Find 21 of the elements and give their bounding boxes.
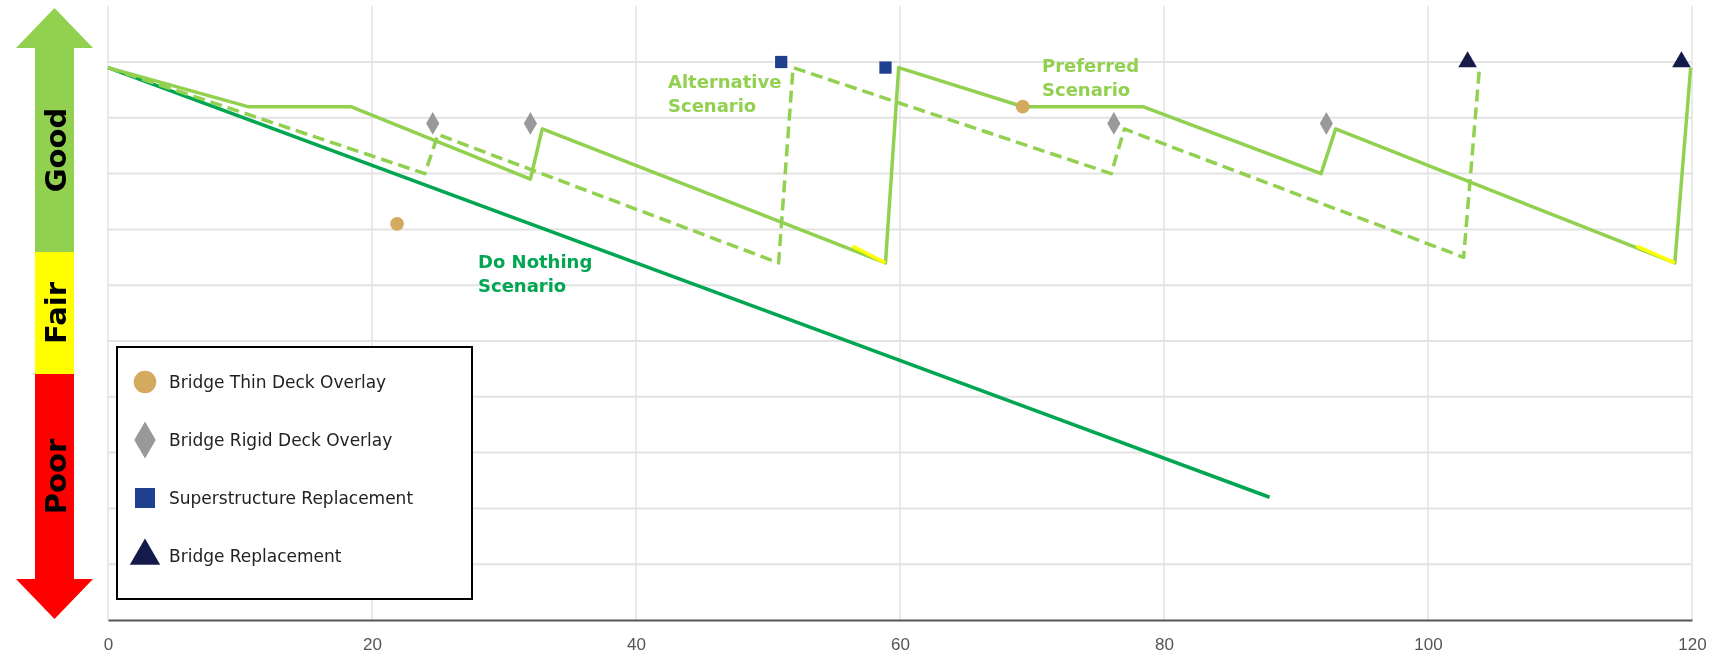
series-label: Preferred Scenario: [1042, 55, 1140, 100]
x-tick-label: 80: [1155, 635, 1174, 655]
x-tick-label: 20: [363, 635, 382, 655]
x-tick-label: 0: [103, 635, 114, 655]
point: [1015, 99, 1030, 114]
legend-label: Bridge Thin Deck Overlay: [169, 372, 387, 392]
series-label: Do Nothing Scenario: [478, 251, 593, 296]
x-tick-label: 120: [1678, 635, 1707, 655]
legend-label: Bridge Replacement: [169, 546, 342, 566]
text: Poor: [38, 438, 73, 515]
x-tick-label: 40: [627, 635, 646, 655]
series-label: Alternative Scenario: [668, 71, 782, 116]
legend-label: Bridge Rigid Deck Overlay: [169, 430, 393, 450]
point: [879, 61, 892, 74]
x-tick-label: 100: [1414, 635, 1443, 655]
point: [775, 55, 788, 69]
text: Fair: [38, 281, 73, 344]
legend-label: Superstructure Replacement: [169, 488, 414, 508]
x-tick-label: 60: [891, 635, 910, 655]
point: [390, 216, 404, 231]
text: Good: [38, 107, 73, 193]
